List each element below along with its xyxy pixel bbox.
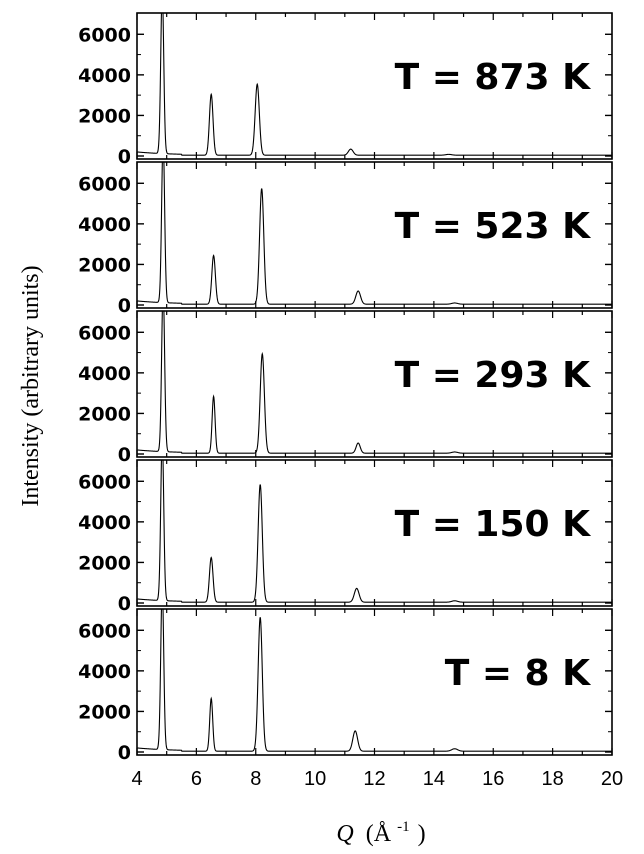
y-tick-label: 6000 bbox=[78, 24, 131, 46]
x-axis-title-unit: (Å bbox=[366, 821, 392, 847]
y-tick-label: 4000 bbox=[78, 363, 131, 385]
panel-temperature-label: T = 150 K bbox=[395, 504, 591, 545]
x-axis-title-close: ) bbox=[418, 821, 426, 847]
panel-temperature-label: T = 293 K bbox=[395, 355, 591, 396]
x-axis-title-exponent: -1 bbox=[397, 819, 410, 835]
panel: 0 2000 4000 6000 T = 150 K bbox=[78, 459, 613, 615]
y-tick-label: 0 bbox=[118, 742, 131, 764]
y-tick-label: 2000 bbox=[78, 105, 131, 127]
y-tick-label: 6000 bbox=[78, 471, 131, 493]
panels-layer: 0 2000 4000 6000 T = 873 K 0 2000 4000 6000 T = 5… bbox=[78, 12, 613, 764]
x-tick-label: 8 bbox=[250, 768, 261, 790]
x-tick-label: 10 bbox=[304, 768, 326, 790]
series-line bbox=[137, 311, 612, 454]
panel-temperature-label: T = 873 K bbox=[395, 57, 591, 98]
panel: 0 2000 4000 6000 T = 873 K bbox=[78, 12, 613, 168]
y-tick-label: 0 bbox=[118, 593, 131, 615]
x-tick-label: 12 bbox=[363, 768, 385, 790]
y-tick-label: 6000 bbox=[78, 173, 131, 195]
y-tick-label: 2000 bbox=[78, 254, 131, 276]
series-line bbox=[137, 609, 612, 752]
y-tick-label: 2000 bbox=[78, 552, 131, 574]
y-tick-label: 4000 bbox=[78, 214, 131, 236]
series-line bbox=[137, 13, 612, 156]
y-tick-label: 0 bbox=[118, 146, 131, 168]
y-tick-label: 6000 bbox=[78, 620, 131, 642]
y-tick-label: 2000 bbox=[78, 403, 131, 425]
x-axis: 4 6 8 10 12 14 16 18 20 bbox=[131, 768, 623, 790]
x-tick-label: 14 bbox=[423, 768, 445, 790]
y-axis-title: Intensity (arbitrary units) bbox=[18, 265, 44, 506]
series-line bbox=[137, 162, 612, 305]
y-tick-label: 0 bbox=[118, 444, 131, 466]
y-tick-label: 4000 bbox=[78, 661, 131, 683]
x-tick-label: 18 bbox=[542, 768, 564, 790]
panel-temperature-label: T = 8 K bbox=[445, 653, 591, 694]
series-line bbox=[137, 460, 612, 603]
x-tick-label: 20 bbox=[601, 768, 623, 790]
y-tick-label: 4000 bbox=[78, 65, 131, 87]
y-tick-label: 0 bbox=[118, 295, 131, 317]
x-axis-title-symbol: Q bbox=[336, 821, 353, 847]
panel: 0 2000 4000 6000 T = 293 K bbox=[78, 310, 613, 466]
panel: 0 2000 4000 6000 T = 523 K bbox=[78, 161, 613, 317]
panel: 0 2000 4000 6000 T = 8 K bbox=[78, 608, 613, 764]
y-tick-label: 4000 bbox=[78, 512, 131, 534]
y-tick-label: 2000 bbox=[78, 701, 131, 723]
y-tick-label: 6000 bbox=[78, 322, 131, 344]
x-tick-label: 16 bbox=[482, 768, 504, 790]
panel-temperature-label: T = 523 K bbox=[395, 206, 591, 247]
x-axis-title: Q (Å -1 ) bbox=[336, 811, 425, 847]
x-tick-label: 4 bbox=[131, 768, 142, 790]
x-tick-label: 6 bbox=[191, 768, 202, 790]
